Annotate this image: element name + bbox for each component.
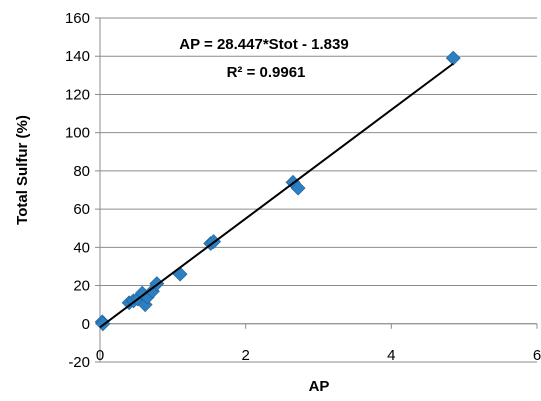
gridlines (100, 17, 537, 363)
x-tick-labels: 0 2 4 6 (96, 347, 541, 364)
x-tick-label: 6 (533, 347, 541, 364)
y-tick-label: 20 (73, 278, 90, 295)
y-tick-label: 100 (65, 125, 90, 142)
x-tick-label: 2 (241, 347, 249, 364)
y-tick-label: -20 (68, 354, 90, 371)
data-point (445, 50, 461, 66)
y-tick-label: 0 (82, 316, 90, 333)
x-tick-label: 4 (387, 347, 395, 364)
y-tick-label: 80 (73, 163, 90, 180)
y-tick-labels: -20 0 20 40 60 80 100 120 140 160 (65, 10, 90, 371)
trend-line (99, 62, 454, 329)
tick-marks (95, 17, 538, 363)
y-tick-label: 140 (65, 48, 90, 65)
y-tick-label: 60 (73, 201, 90, 218)
y-tick-label: 120 (65, 86, 90, 103)
data-point (172, 266, 188, 282)
equation-annotation: AP = 28.447*Stot - 1.839 (179, 36, 348, 53)
data-point (290, 180, 306, 196)
r-squared-annotation: R² = 0.9961 (227, 64, 306, 81)
y-tick-label: 40 (73, 239, 90, 256)
y-tick-label: 160 (65, 10, 90, 27)
x-tick-label: 0 (96, 347, 104, 364)
x-axis-title: AP (309, 378, 330, 395)
y-axis-title: Total Sulfur (%) (14, 115, 31, 225)
